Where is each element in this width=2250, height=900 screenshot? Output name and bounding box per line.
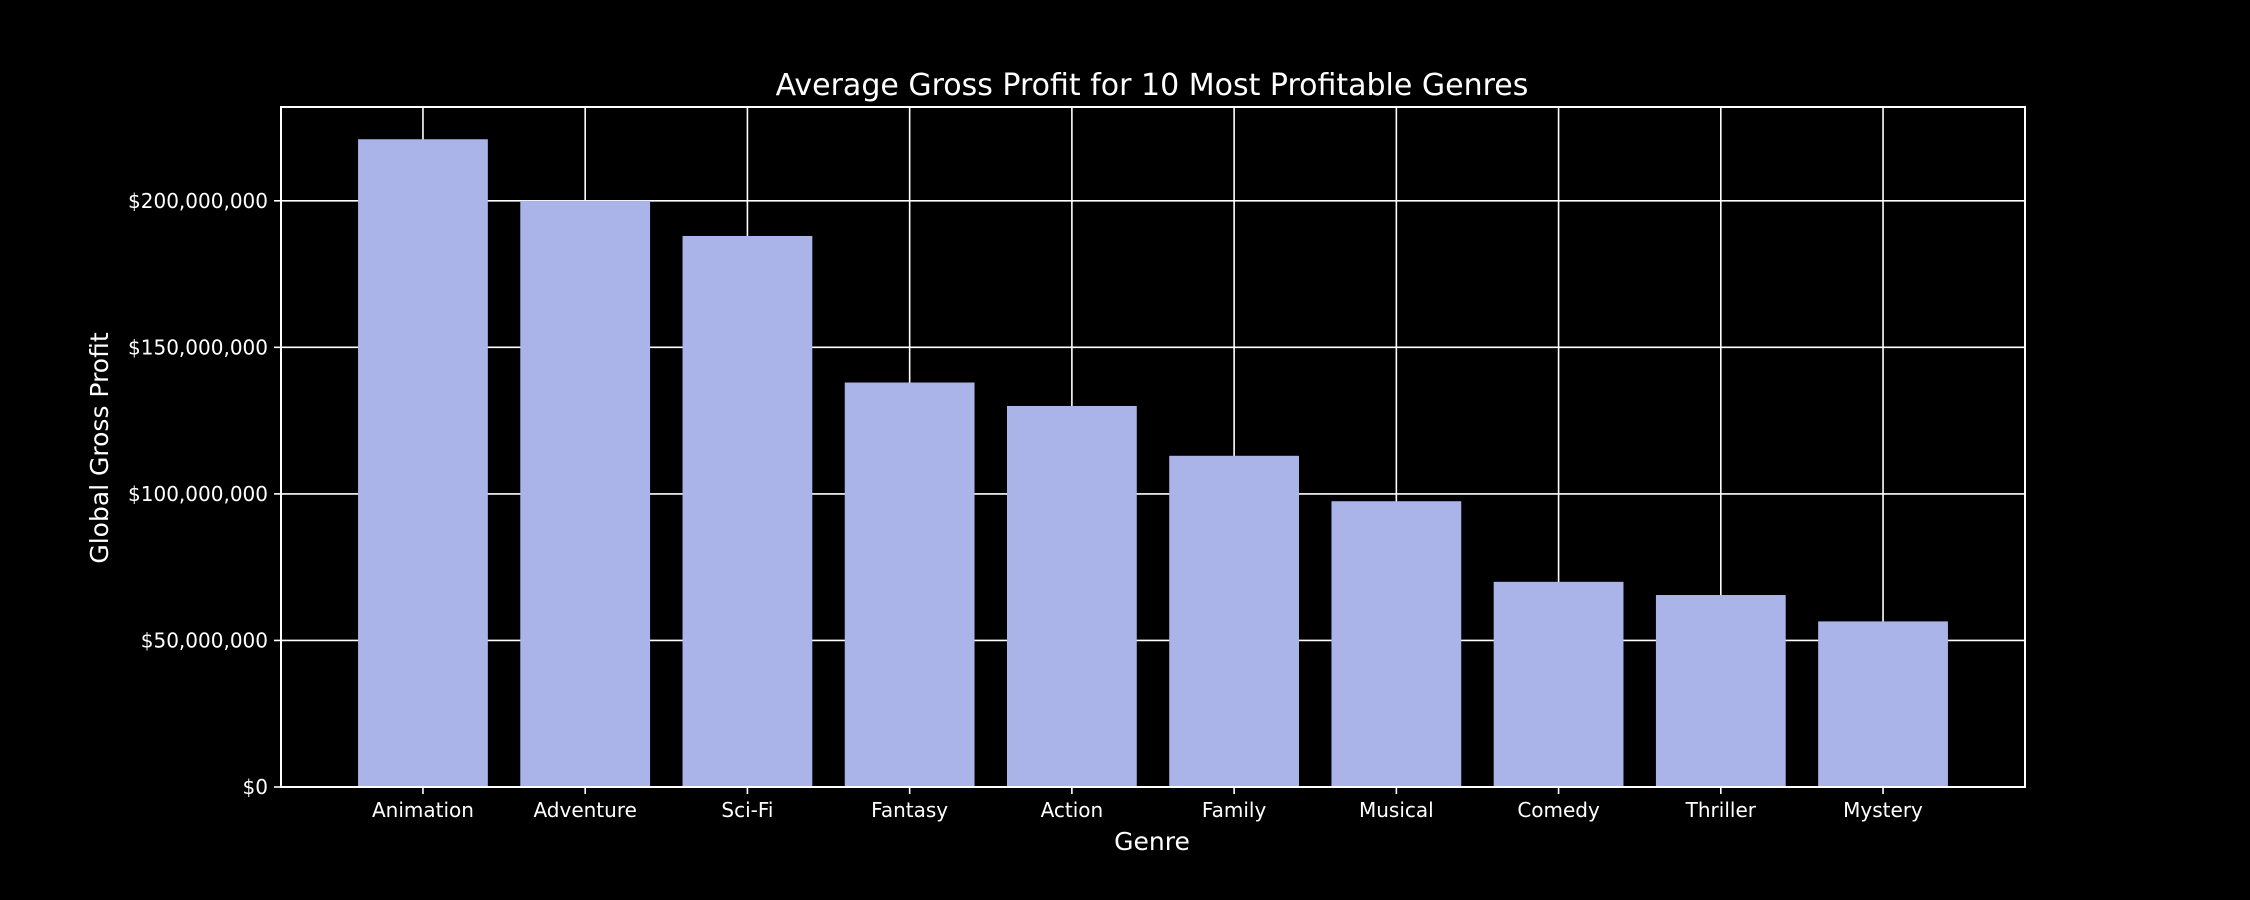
- bar-adventure: [520, 200, 651, 788]
- bar-comedy: [1493, 581, 1624, 787]
- x-tick-label: Mystery: [1843, 798, 1923, 822]
- y-tick-label: $0: [243, 775, 268, 799]
- plot-frame: [280, 106, 2026, 788]
- bar-mystery: [1818, 621, 1948, 787]
- x-tick-label: Thriller: [1685, 798, 1757, 822]
- y-tick-label: $200,000,000: [128, 189, 268, 213]
- y-tick-label: $150,000,000: [128, 335, 268, 359]
- bar-fantasy: [844, 382, 975, 787]
- x-tick-label: Family: [1202, 798, 1267, 822]
- bar-family: [1169, 455, 1300, 787]
- x-tick-label: Fantasy: [871, 798, 948, 822]
- x-tick-label: Action: [1041, 798, 1104, 822]
- y-tick-label: $100,000,000: [128, 482, 268, 506]
- bars: [358, 139, 1948, 788]
- x-tick-label: Musical: [1359, 798, 1434, 822]
- bar-thriller: [1655, 595, 1786, 787]
- y-axis-label: Global Gross Profit: [85, 332, 114, 563]
- x-tick-label: Comedy: [1517, 798, 1600, 822]
- bar-action: [1006, 405, 1137, 787]
- x-tick-label: Animation: [372, 798, 474, 822]
- ticks: $0 $50,000,000 $100,000,000 $150,000,000 $20…: [128, 189, 1923, 822]
- x-axis-label: Genre: [1114, 827, 1190, 856]
- x-tick-label: Adventure: [533, 798, 636, 822]
- bar-musical: [1331, 501, 1462, 787]
- chart-title: Average Gross Profit for 10 Most Profita…: [776, 68, 1529, 103]
- bar-sci-fi: [682, 235, 813, 787]
- bar-animation: [358, 139, 488, 787]
- x-tick-label: Sci-Fi: [721, 798, 773, 822]
- y-tick-label: $50,000,000: [141, 628, 268, 652]
